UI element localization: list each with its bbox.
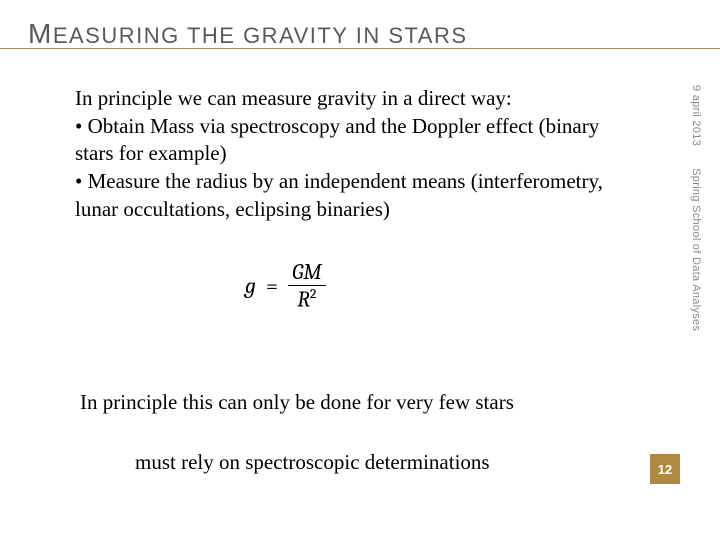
title-underline — [0, 48, 720, 49]
den-exponent: 2 — [310, 285, 317, 302]
body-bullet-1: • Obtain Mass via spectroscopy and the D… — [75, 113, 620, 168]
equation-lhs: g — [245, 273, 256, 299]
slide-title-bar: MEASURING THE GRAVITY IN STARS — [0, 18, 720, 50]
body-intro: In principle we can measure gravity in a… — [75, 85, 620, 113]
page-number: 12 — [658, 462, 672, 477]
equation-equals: = — [266, 273, 278, 299]
page-number-badge: 12 — [650, 454, 680, 484]
equation-numerator: GM — [288, 260, 326, 285]
title-first-letter: M — [28, 18, 53, 49]
title-rest: EASURING THE GRAVITY IN STARS — [53, 23, 468, 48]
body-bullet-2: • Measure the radius by an independent m… — [75, 168, 620, 223]
side-date: 9 april 2013 — [690, 85, 702, 146]
den-base: R — [297, 287, 310, 313]
side-event: Spring School of Data Analyses — [690, 168, 702, 331]
footer-line-1: In principle this can only be done for v… — [80, 390, 514, 415]
body-text: In principle we can measure gravity in a… — [75, 85, 620, 224]
slide-title: MEASURING THE GRAVITY IN STARS — [28, 23, 468, 48]
footer-line-2: must rely on spectroscopic determination… — [135, 450, 490, 475]
side-text: 9 april 2013 Spring School of Data Analy… — [690, 85, 702, 331]
equation-fraction: GM R2 — [288, 260, 326, 313]
equation-denominator: R2 — [293, 286, 320, 313]
equation: g = GM R2 — [245, 260, 326, 313]
